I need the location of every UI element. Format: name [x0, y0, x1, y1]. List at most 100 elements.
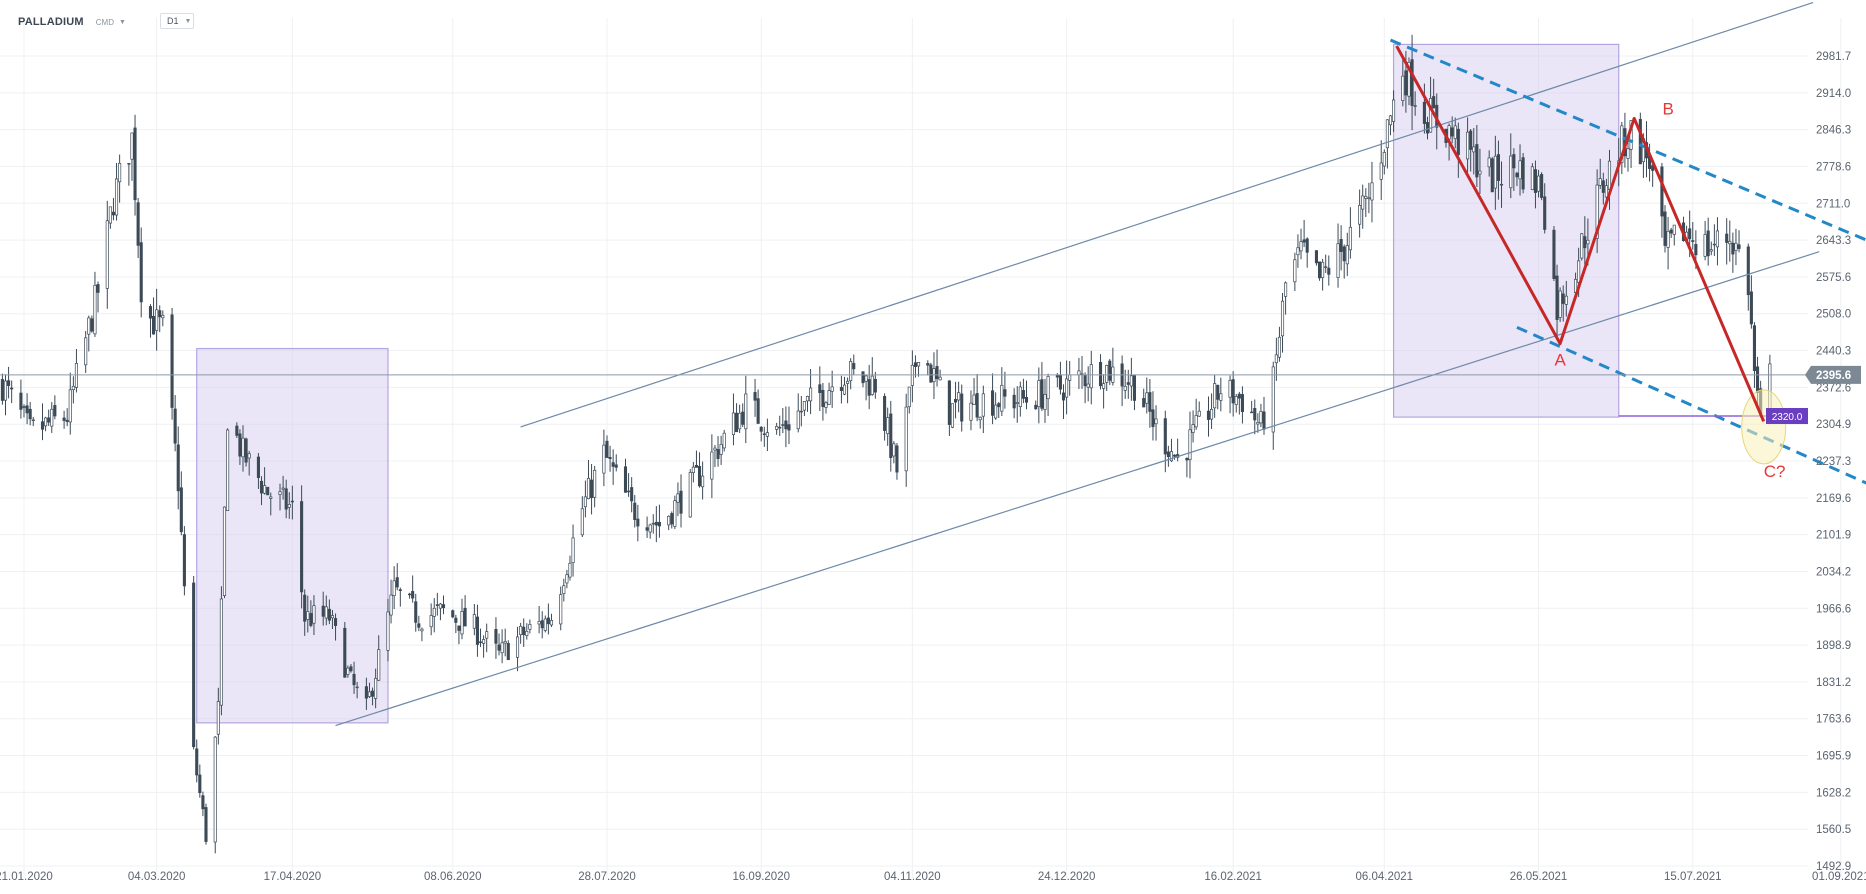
candle[interactable] [497, 633, 501, 656]
candle[interactable] [565, 569, 569, 589]
candle[interactable] [1259, 403, 1263, 428]
candle[interactable] [1367, 182, 1371, 214]
candle[interactable] [519, 622, 523, 644]
candle[interactable] [1540, 172, 1544, 201]
candle[interactable] [781, 408, 785, 434]
candle[interactable] [1277, 326, 1281, 362]
candle[interactable] [155, 288, 159, 351]
candle[interactable] [1148, 378, 1152, 428]
candle[interactable] [460, 598, 464, 640]
candle[interactable] [1379, 140, 1383, 200]
candle[interactable] [386, 598, 390, 662]
candle[interactable] [1342, 244, 1346, 279]
candle[interactable] [1651, 164, 1655, 187]
candle[interactable] [1620, 121, 1624, 175]
candle[interactable] [158, 305, 162, 333]
candle[interactable] [1274, 337, 1278, 381]
candle[interactable] [195, 739, 199, 783]
candle[interactable] [84, 330, 88, 373]
candle[interactable] [247, 450, 251, 476]
candle[interactable] [105, 200, 109, 309]
candle[interactable] [244, 437, 248, 467]
candle[interactable] [630, 477, 634, 513]
candle[interactable] [1555, 264, 1559, 340]
candle[interactable] [1361, 184, 1365, 229]
timeframe-select[interactable]: D1 ▼ [160, 13, 194, 29]
candle[interactable] [1336, 223, 1340, 288]
candle[interactable] [1296, 234, 1300, 268]
candle[interactable] [627, 473, 631, 497]
asset-class-dropdown[interactable]: CMD [96, 18, 114, 27]
candle[interactable] [1691, 221, 1695, 250]
candle[interactable] [775, 422, 779, 435]
candle[interactable] [259, 476, 264, 506]
candle[interactable] [1401, 58, 1405, 107]
candle[interactable] [327, 599, 331, 625]
candle[interactable] [667, 515, 671, 531]
candle[interactable] [1040, 362, 1044, 412]
candle[interactable] [1731, 232, 1735, 273]
candle[interactable] [1271, 361, 1275, 450]
candle[interactable] [907, 386, 911, 414]
candle[interactable] [910, 350, 914, 403]
candle[interactable] [213, 736, 217, 854]
candle[interactable] [1382, 149, 1386, 175]
candle[interactable] [173, 395, 177, 452]
candle[interactable] [670, 511, 674, 529]
candle[interactable] [408, 592, 412, 599]
candle[interactable] [679, 474, 683, 528]
candle[interactable] [355, 681, 359, 699]
highlight-ellipse[interactable] [1741, 389, 1787, 465]
candle[interactable] [44, 416, 48, 432]
candle[interactable] [1466, 117, 1470, 173]
candle[interactable] [525, 623, 529, 640]
candle[interactable] [602, 429, 606, 487]
candle[interactable] [432, 598, 436, 633]
candle[interactable] [972, 378, 976, 405]
candle[interactable] [1558, 287, 1562, 322]
candle[interactable] [65, 408, 69, 427]
candle[interactable] [438, 602, 442, 621]
candle[interactable] [303, 589, 307, 636]
candle[interactable] [3, 374, 8, 416]
candle[interactable] [1314, 250, 1318, 266]
candle[interactable] [377, 635, 381, 682]
candle[interactable] [1487, 150, 1491, 177]
candle[interactable] [290, 485, 294, 520]
candle[interactable] [152, 297, 156, 335]
candle[interactable] [269, 492, 273, 516]
candle[interactable] [1142, 388, 1146, 408]
candle[interactable] [895, 443, 899, 480]
candle[interactable] [1327, 255, 1331, 286]
candle[interactable] [633, 494, 637, 528]
candle[interactable] [1012, 388, 1016, 419]
candle[interactable] [1453, 117, 1457, 149]
candle[interactable] [846, 377, 850, 404]
candle[interactable] [1132, 374, 1137, 411]
candle[interactable] [1709, 241, 1713, 256]
candle[interactable] [864, 375, 868, 401]
highlight-box[interactable] [196, 347, 389, 724]
candle[interactable] [522, 618, 526, 647]
candle[interactable] [892, 441, 896, 464]
candle[interactable] [657, 504, 661, 538]
candle[interactable] [991, 373, 995, 425]
candle[interactable] [1061, 384, 1066, 419]
candle[interactable] [1216, 384, 1220, 410]
candle[interactable] [235, 422, 239, 439]
candle[interactable] [981, 385, 985, 434]
candle[interactable] [537, 605, 541, 634]
candle[interactable] [472, 603, 476, 636]
candle[interactable] [593, 465, 597, 508]
candle[interactable] [435, 592, 439, 616]
candle[interactable] [136, 197, 140, 259]
candle[interactable] [182, 526, 186, 596]
candle[interactable] [799, 395, 803, 427]
candle[interactable] [1018, 381, 1022, 417]
candle[interactable] [324, 595, 328, 626]
candle[interactable] [216, 687, 220, 745]
candle[interactable] [654, 506, 658, 543]
candle[interactable] [367, 682, 372, 699]
candle[interactable] [1638, 112, 1642, 165]
candle[interactable] [1660, 162, 1664, 238]
